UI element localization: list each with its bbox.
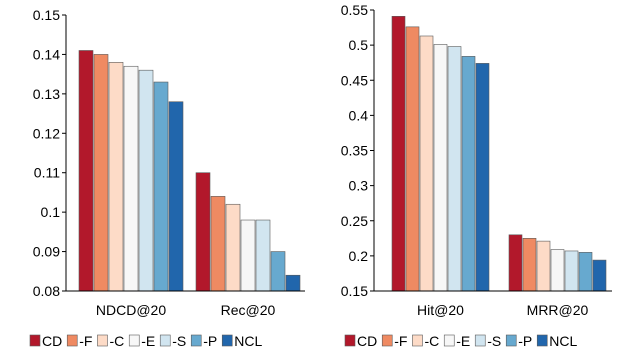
legend-label: -S [487,333,501,349]
y-tick-label: 0.14 [33,46,60,62]
chart-panel-1: NDCD@20 Rec@20 0.15 0.14 0.13 0.12 0.11 0.1 0.09… [29,7,305,349]
bar-ndcd-20-minus-s [138,69,154,292]
bar-mrr-20-cd [508,234,523,292]
legend-label: CD [42,333,62,349]
bar-mrr-20-minus-c [536,240,551,292]
y-tick-label: 0.5 [349,37,369,53]
y-tick-label: 0.09 [33,244,60,260]
y-tick-label: 0.4 [349,107,369,123]
bar-ndcd-20-minus-p [153,81,169,292]
legend-swatch [536,334,548,347]
legend-swatch [505,334,517,347]
legend-swatch [381,334,393,347]
chart-panel-2: Hit@20 MRR@20 0.55 0.5 0.45 0.4 0.35 0.3 0.25 0.2… [341,2,612,349]
legend-swatch [97,334,108,347]
legend-swatch [344,334,356,347]
bar-hit-20-minus-f [405,26,420,292]
y-tick-label: 0.45 [341,72,368,88]
legend-label: NCL [234,333,262,349]
y-tick-label: 0.55 [341,2,368,18]
bar-rec-20-minus-s [255,219,271,292]
bar-hit-20-minus-p [461,56,476,292]
y-tick-label: 0.1 [41,204,61,220]
bar-hit-20-ncl [475,63,490,292]
bar-mrr-20-minus-f [522,238,537,292]
bar-hit-20-minus-s [447,46,462,292]
legend: CD -F -C -E -S -P NCL [344,333,577,349]
legend-label: NCL [549,333,577,349]
legend-label: -F [79,333,92,349]
legend-swatch [412,334,423,347]
legend-swatch [128,334,140,347]
bar-rec-20-minus-p [270,251,286,292]
bar-mrr-20-ncl [592,259,607,292]
y-tick-label: 0.13 [33,86,60,102]
bar-mrr-20-minus-s [564,250,579,292]
bar-ndcd-20-cd [78,50,94,292]
bar-ndcd-20-minus-c [108,62,124,292]
legend-swatch [221,334,233,347]
bar-ndcd-20-minus-e [123,65,139,292]
y-tick-label: 0.3 [349,178,369,194]
legend-label: -C [109,333,124,349]
category-label: Hit@20 [417,302,464,318]
bar-ndcd-20-minus-f [93,54,109,292]
legend-label: -P [518,333,532,349]
legend-swatch [474,334,486,347]
legend-swatch [159,334,171,347]
y-tick-label: 0.12 [33,125,60,141]
bar-rec-20-ncl [285,274,301,292]
y-tick-label: 0.2 [349,248,369,264]
bar-rec-20-minus-f [210,196,226,292]
y-tick-label: 0.35 [341,143,368,159]
category-label: NDCD@20 [96,302,166,318]
legend-label: CD [357,333,377,349]
bar-rec-20-minus-e [240,219,256,292]
legend-swatch [190,334,202,347]
bar-hit-20-cd [391,16,406,292]
legend-label: -E [141,333,155,349]
legend: CD -F -C -E -S -P NCL [29,333,262,349]
legend-swatch [29,334,41,347]
y-tick-label: 0.15 [341,283,368,299]
legend-label: -C [424,333,439,349]
legend-label: -F [394,333,407,349]
category-label: MRR@20 [527,302,589,318]
bar-mrr-20-minus-p [578,252,593,292]
bar-rec-20-cd [195,172,211,292]
y-tick-label: 0.15 [33,7,60,23]
bar-hit-20-minus-e [433,44,448,292]
legend-label: -P [203,333,217,349]
bar-mrr-20-minus-e [550,249,565,292]
bar-hit-20-minus-c [419,35,434,292]
y-tick-label: 0.08 [33,283,60,299]
category-label: Rec@20 [221,302,276,318]
legend-label: -S [172,333,186,349]
bar-ndcd-20-ncl [168,101,184,292]
y-tick-label: 0.11 [34,165,60,181]
legend-label: -E [456,333,470,349]
y-tick-label: 0.25 [341,213,368,229]
legend-swatch [443,334,455,347]
legend-swatch [66,334,78,347]
bar-rec-20-minus-c [225,203,241,292]
